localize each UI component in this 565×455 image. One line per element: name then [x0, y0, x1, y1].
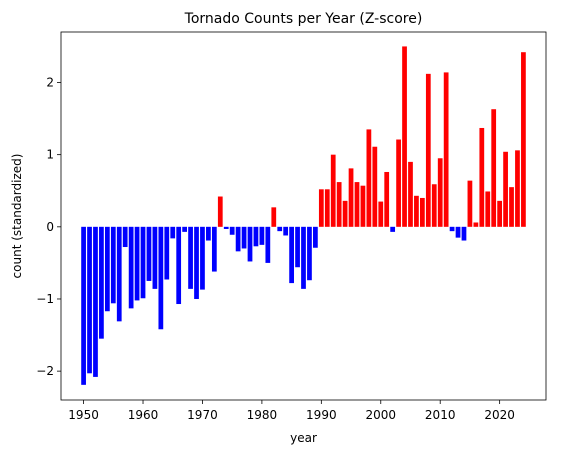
bar-1967 [182, 226, 187, 232]
bar-1983 [277, 226, 283, 232]
bar-1979 [253, 226, 259, 247]
x-axis-label: year [290, 431, 317, 445]
bar-1954 [104, 226, 110, 312]
x-tick-label: 1970 [187, 408, 218, 422]
bar-1957 [122, 226, 128, 248]
bar-1952 [93, 226, 98, 377]
bar-1966 [176, 226, 182, 305]
bar-1978 [247, 226, 253, 262]
plot-frame [60, 31, 547, 401]
y-tick-label: 1 [46, 148, 54, 162]
bar-1950 [81, 226, 86, 385]
x-axis: 1950 1960 1970 1980 1990 2000 2010 2020 [68, 400, 515, 422]
bar-2014 [461, 226, 467, 241]
bar-1998 [366, 129, 372, 227]
bar-2011 [443, 72, 449, 227]
bar-1995 [348, 168, 354, 227]
bar-2017 [479, 127, 485, 227]
bar-1994 [342, 200, 348, 227]
bar-1993 [336, 182, 342, 227]
bar-2016 [473, 222, 479, 227]
bar-1963 [158, 226, 164, 330]
bar-1961 [146, 226, 152, 281]
bar-1997 [360, 185, 366, 227]
bar-1968 [188, 226, 193, 289]
y-tick-label: −2 [36, 364, 54, 378]
bar-2010 [437, 158, 443, 227]
bar-2023 [515, 150, 520, 227]
bar-1992 [330, 154, 336, 227]
bar-1972 [211, 226, 217, 272]
bar-1960 [140, 226, 146, 299]
bar-1973 [217, 196, 223, 227]
bar-2004 [402, 46, 407, 227]
bar-1959 [134, 226, 140, 301]
x-tick-label: 2000 [365, 408, 396, 422]
y-axis: −2 −1 0 1 2 [36, 76, 61, 378]
bar-2021 [503, 151, 508, 227]
bar-2022 [509, 187, 514, 227]
x-tick-label: 1960 [128, 408, 159, 422]
bar-1956 [116, 226, 122, 322]
bars-group [81, 46, 526, 385]
bar-1964 [164, 226, 170, 280]
bar-1981 [265, 226, 271, 263]
bar-2019 [491, 109, 497, 227]
bar-2012 [449, 226, 455, 232]
bar-1965 [170, 226, 176, 239]
bar-2007 [420, 197, 425, 227]
bar-1970 [200, 226, 205, 290]
bar-1980 [259, 226, 265, 245]
bar-1958 [128, 226, 134, 309]
bar-2015 [467, 180, 473, 227]
bar-1955 [110, 226, 116, 304]
x-tick-label: 2020 [484, 408, 515, 422]
bar-2024 [521, 52, 526, 227]
bar-1987 [301, 226, 306, 289]
chart-title: Tornado Counts per Year (Z-score) [184, 11, 423, 27]
bar-2002 [390, 226, 396, 232]
bar-2008 [425, 73, 431, 227]
y-tick-label: 0 [46, 220, 54, 234]
bar-2009 [431, 184, 437, 227]
bar-1951 [87, 226, 92, 374]
y-tick-label: −1 [36, 292, 54, 306]
bar-1985 [289, 226, 294, 284]
bar-1976 [235, 226, 241, 252]
x-tick-label: 1950 [68, 408, 99, 422]
bar-1974 [223, 226, 229, 229]
bar-2013 [455, 226, 461, 238]
y-axis-label: count (standardized) [10, 154, 24, 279]
bar-1984 [283, 226, 289, 236]
bar-1975 [229, 226, 235, 235]
bar-1988 [307, 226, 312, 281]
y-tick-label: 2 [46, 76, 54, 90]
bar-2018 [485, 191, 491, 227]
bar-1971 [206, 226, 211, 241]
bar-1989 [313, 226, 318, 248]
bar-2005 [408, 161, 413, 227]
bar-1977 [241, 226, 247, 249]
bar-1953 [99, 226, 104, 339]
bar-1986 [295, 226, 300, 268]
bar-1990 [318, 189, 324, 227]
x-tick-label: 1980 [247, 408, 278, 422]
bar-1982 [271, 207, 277, 227]
bar-1999 [372, 146, 378, 227]
x-tick-label: 2010 [425, 408, 456, 422]
bar-2006 [414, 195, 419, 227]
bar-2000 [378, 201, 384, 227]
x-tick-label: 1990 [306, 408, 337, 422]
bar-2003 [396, 139, 401, 227]
bar-1962 [152, 226, 158, 289]
bar-2020 [497, 200, 503, 227]
bar-2001 [384, 171, 390, 227]
bar-1996 [354, 182, 360, 227]
bar-1969 [194, 226, 199, 299]
bar-1991 [324, 189, 330, 227]
